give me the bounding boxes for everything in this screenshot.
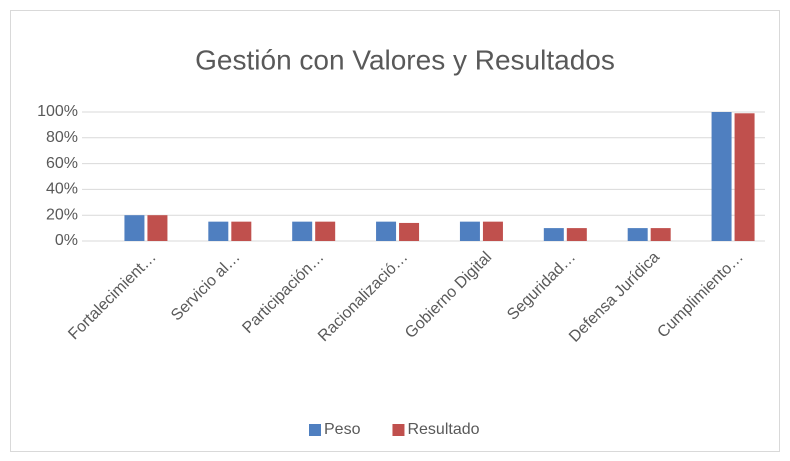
bar: [399, 222, 420, 241]
legend-label: Resultado: [407, 421, 479, 438]
bar: [543, 228, 564, 241]
bar: [627, 228, 648, 241]
bar: [292, 221, 313, 241]
bar: [650, 228, 671, 241]
y-tick-label: 60%: [46, 155, 78, 172]
bar: [147, 215, 168, 241]
legend-swatch: [392, 424, 405, 436]
y-tick-label: 20%: [46, 206, 78, 223]
bar: [231, 221, 252, 241]
y-tick-label: 0%: [55, 232, 78, 249]
bar: [376, 221, 397, 241]
y-tick-label: 100%: [37, 103, 78, 120]
legend-swatch: [309, 424, 321, 436]
y-tick-label: 40%: [46, 181, 78, 198]
bar: [315, 221, 336, 241]
legend-label: Peso: [324, 421, 361, 438]
bar: [124, 215, 145, 241]
bar: [711, 112, 732, 241]
bar: [482, 221, 503, 241]
y-tick-label: 80%: [46, 129, 78, 146]
bar: [734, 113, 755, 241]
bar: [208, 221, 229, 241]
bar: [566, 228, 587, 241]
bar: [459, 221, 480, 241]
chart-title: Gestión con Valores y Resultados: [195, 44, 615, 75]
